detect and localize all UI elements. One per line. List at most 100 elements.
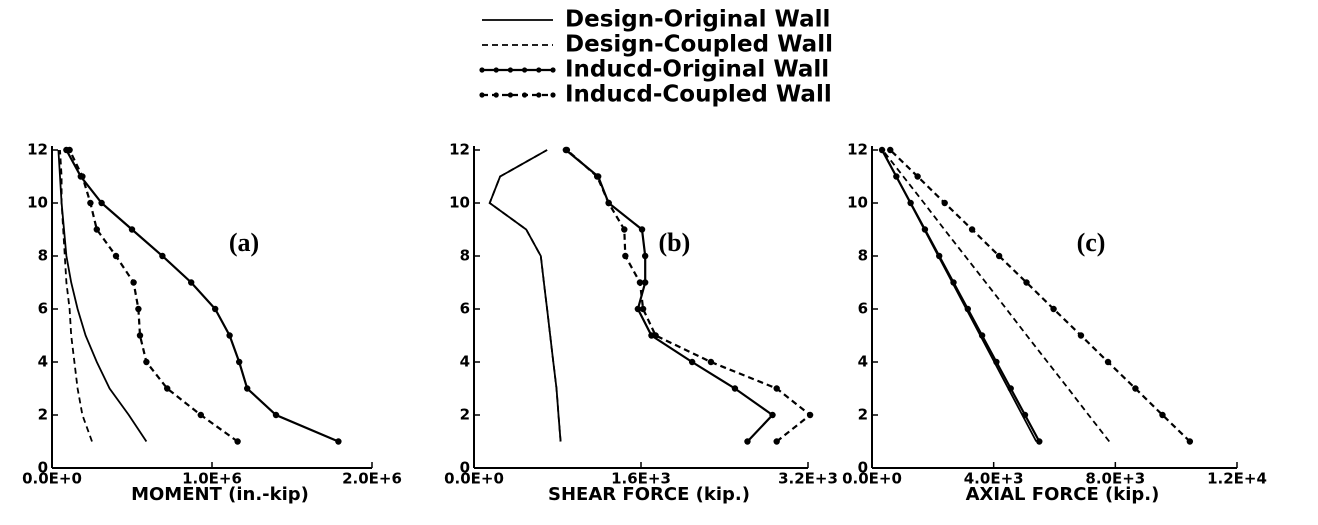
legend-marker <box>550 92 556 98</box>
data-point <box>1077 332 1085 339</box>
data-point <box>272 411 280 419</box>
legend-marker <box>493 92 499 98</box>
legend-marker <box>493 67 499 73</box>
data-point <box>1132 385 1139 392</box>
y-tick-label: 2 <box>38 406 48 424</box>
data-point <box>1159 411 1166 419</box>
data-point <box>914 173 921 180</box>
legend-marker <box>522 67 528 73</box>
data-point <box>1023 279 1030 286</box>
series-line <box>65 149 339 443</box>
y-tick-label: 4 <box>460 353 470 371</box>
data-point <box>893 173 900 180</box>
legend-label: Inducd-Coupled Wall <box>565 82 832 108</box>
data-point <box>806 411 814 419</box>
data-point <box>1050 305 1057 313</box>
y-tick-label: 2 <box>460 406 470 424</box>
data-point <box>641 252 649 260</box>
data-point <box>707 358 715 366</box>
data-point <box>188 279 195 286</box>
y-tick-label: 0 <box>38 459 48 477</box>
data-point <box>66 146 73 154</box>
data-point <box>98 199 105 207</box>
x-tick-label: 8.0E+3 <box>1085 470 1145 488</box>
y-tick-label: 10 <box>27 194 48 212</box>
x-tick-label: 1.2E+4 <box>1207 470 1267 488</box>
data-point <box>769 411 776 419</box>
data-point <box>226 332 233 339</box>
y-tick-label: 8 <box>38 247 48 265</box>
y-tick-label: 10 <box>449 194 470 212</box>
series-line <box>889 149 1191 443</box>
data-point <box>941 199 948 207</box>
data-point <box>130 279 137 286</box>
data-point <box>622 252 629 260</box>
x-tick-label: 0.0E+0 <box>842 470 902 488</box>
data-point <box>688 358 696 366</box>
series-line <box>566 149 812 443</box>
legend-marker <box>550 67 556 73</box>
data-point <box>993 358 1000 366</box>
data-point <box>1104 358 1112 366</box>
x-tick-label: 2.0E+6 <box>342 470 402 488</box>
x-axis-label: MOMENT (in.-kip) <box>131 484 309 505</box>
legend-marker <box>536 67 542 73</box>
legend-marker <box>479 92 485 98</box>
y-tick-label: 6 <box>38 300 48 318</box>
data-point <box>563 146 571 154</box>
data-point <box>93 226 101 233</box>
data-point <box>236 358 243 366</box>
series-line <box>881 149 1111 443</box>
y-tick-label: 10 <box>847 194 868 212</box>
legend-label: Design-Original Wall <box>565 7 830 33</box>
data-point <box>652 332 659 339</box>
data-point <box>1036 438 1043 445</box>
legend-marker <box>507 67 513 73</box>
x-tick-label: 4.0E+3 <box>964 470 1024 488</box>
legend-label: Design-Coupled Wall <box>565 32 833 58</box>
data-point <box>936 252 943 260</box>
series-line <box>881 149 1041 443</box>
y-tick-label: 12 <box>847 141 868 159</box>
x-tick-label: 0.0E+0 <box>444 470 504 488</box>
series-line <box>488 149 562 442</box>
data-point <box>964 305 972 313</box>
y-tick-label: 4 <box>858 353 868 371</box>
data-point <box>212 305 219 313</box>
data-point <box>136 332 144 339</box>
y-tick-label: 8 <box>460 247 470 265</box>
y-tick-label: 6 <box>858 300 868 318</box>
annotation: (b) <box>659 228 691 257</box>
data-point <box>636 279 644 286</box>
series-line <box>68 149 239 443</box>
data-point <box>79 173 86 180</box>
legend-marker <box>522 92 528 98</box>
data-point <box>638 226 646 233</box>
data-point <box>773 385 780 392</box>
data-point <box>887 146 894 154</box>
series-line <box>488 149 562 442</box>
data-point <box>135 305 142 313</box>
y-tick-label: 12 <box>449 141 470 159</box>
data-point <box>907 199 914 207</box>
data-point <box>968 226 976 233</box>
annotation: (a) <box>229 228 259 257</box>
data-point <box>878 146 886 154</box>
series-line <box>565 149 775 443</box>
series-line <box>59 149 93 442</box>
y-tick-label: 12 <box>27 141 48 159</box>
data-point <box>234 438 241 445</box>
y-tick-label: 8 <box>858 247 868 265</box>
y-tick-label: 0 <box>858 459 868 477</box>
data-point <box>87 199 94 207</box>
y-tick-label: 0 <box>460 459 470 477</box>
x-tick-label: 1.6E+3 <box>611 470 671 488</box>
data-point <box>335 438 342 445</box>
data-point <box>621 226 628 233</box>
data-point <box>128 226 136 233</box>
data-point <box>164 385 171 392</box>
data-point <box>773 438 780 445</box>
data-point <box>593 173 601 180</box>
y-tick-label: 6 <box>460 300 470 318</box>
